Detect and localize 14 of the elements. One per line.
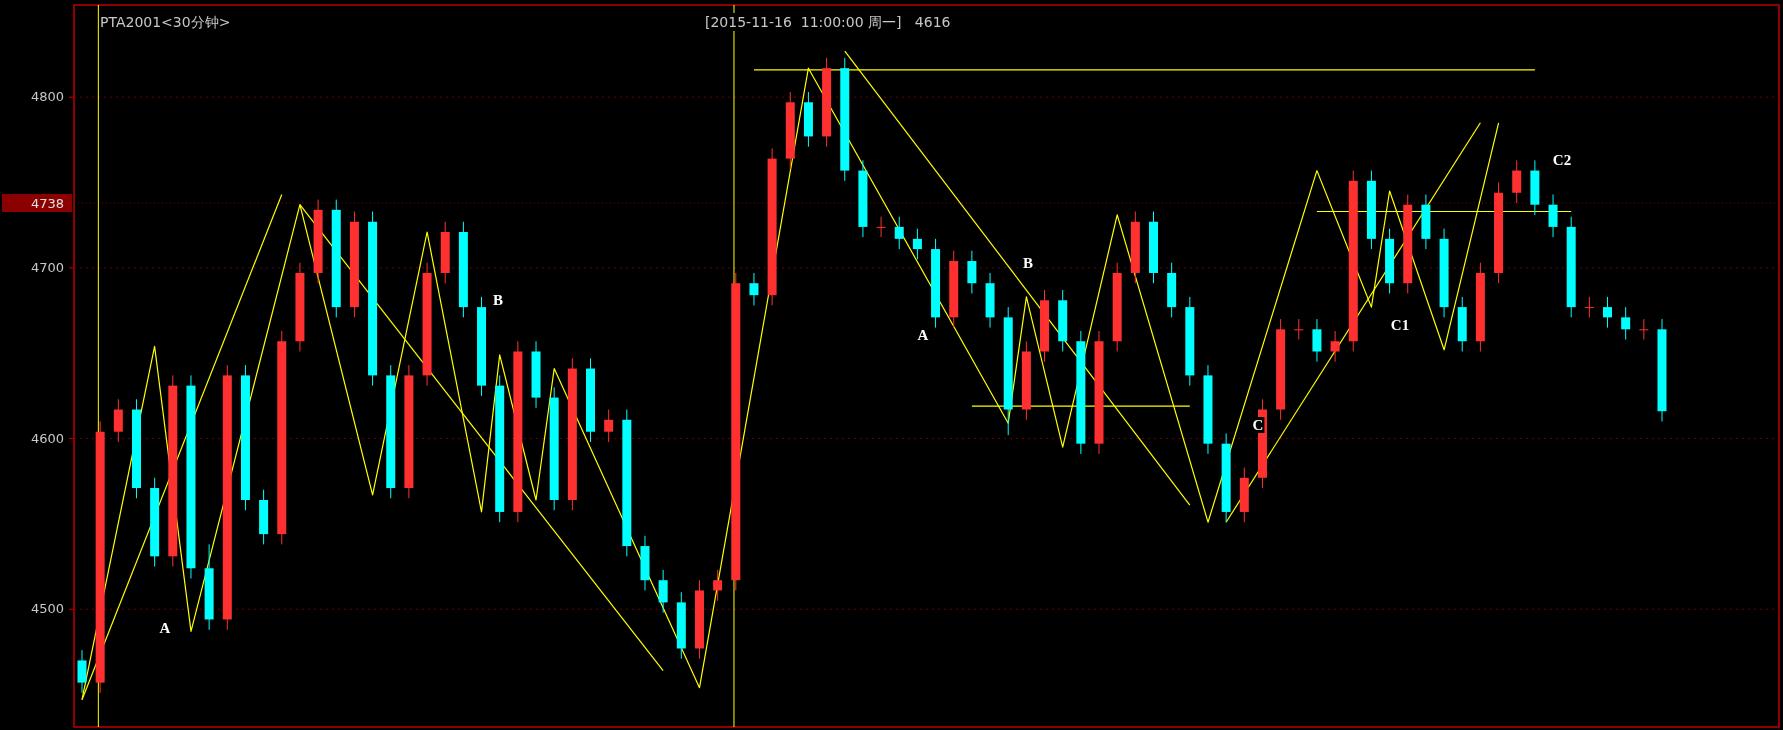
- text: PTA2001<30分钟>: [100, 14, 231, 30]
- annotation: C: [1252, 417, 1264, 433]
- ref-line-label: 4738: [30, 196, 64, 211]
- y-tick-label: 4500: [30, 601, 64, 617]
- annotation: B: [1022, 255, 1034, 271]
- annotation: C2: [1552, 152, 1572, 168]
- y-tick-label: 4600: [30, 430, 64, 446]
- annotation: A: [917, 327, 929, 343]
- y-tick-label: 4800: [30, 89, 64, 105]
- y-tick-label: 4700: [30, 259, 64, 275]
- annotation: C1: [1390, 317, 1410, 333]
- text: [2015-11-16 11:00:00 周一] 4616: [705, 14, 951, 30]
- annotation: A: [159, 620, 171, 636]
- annotation: B: [492, 292, 504, 308]
